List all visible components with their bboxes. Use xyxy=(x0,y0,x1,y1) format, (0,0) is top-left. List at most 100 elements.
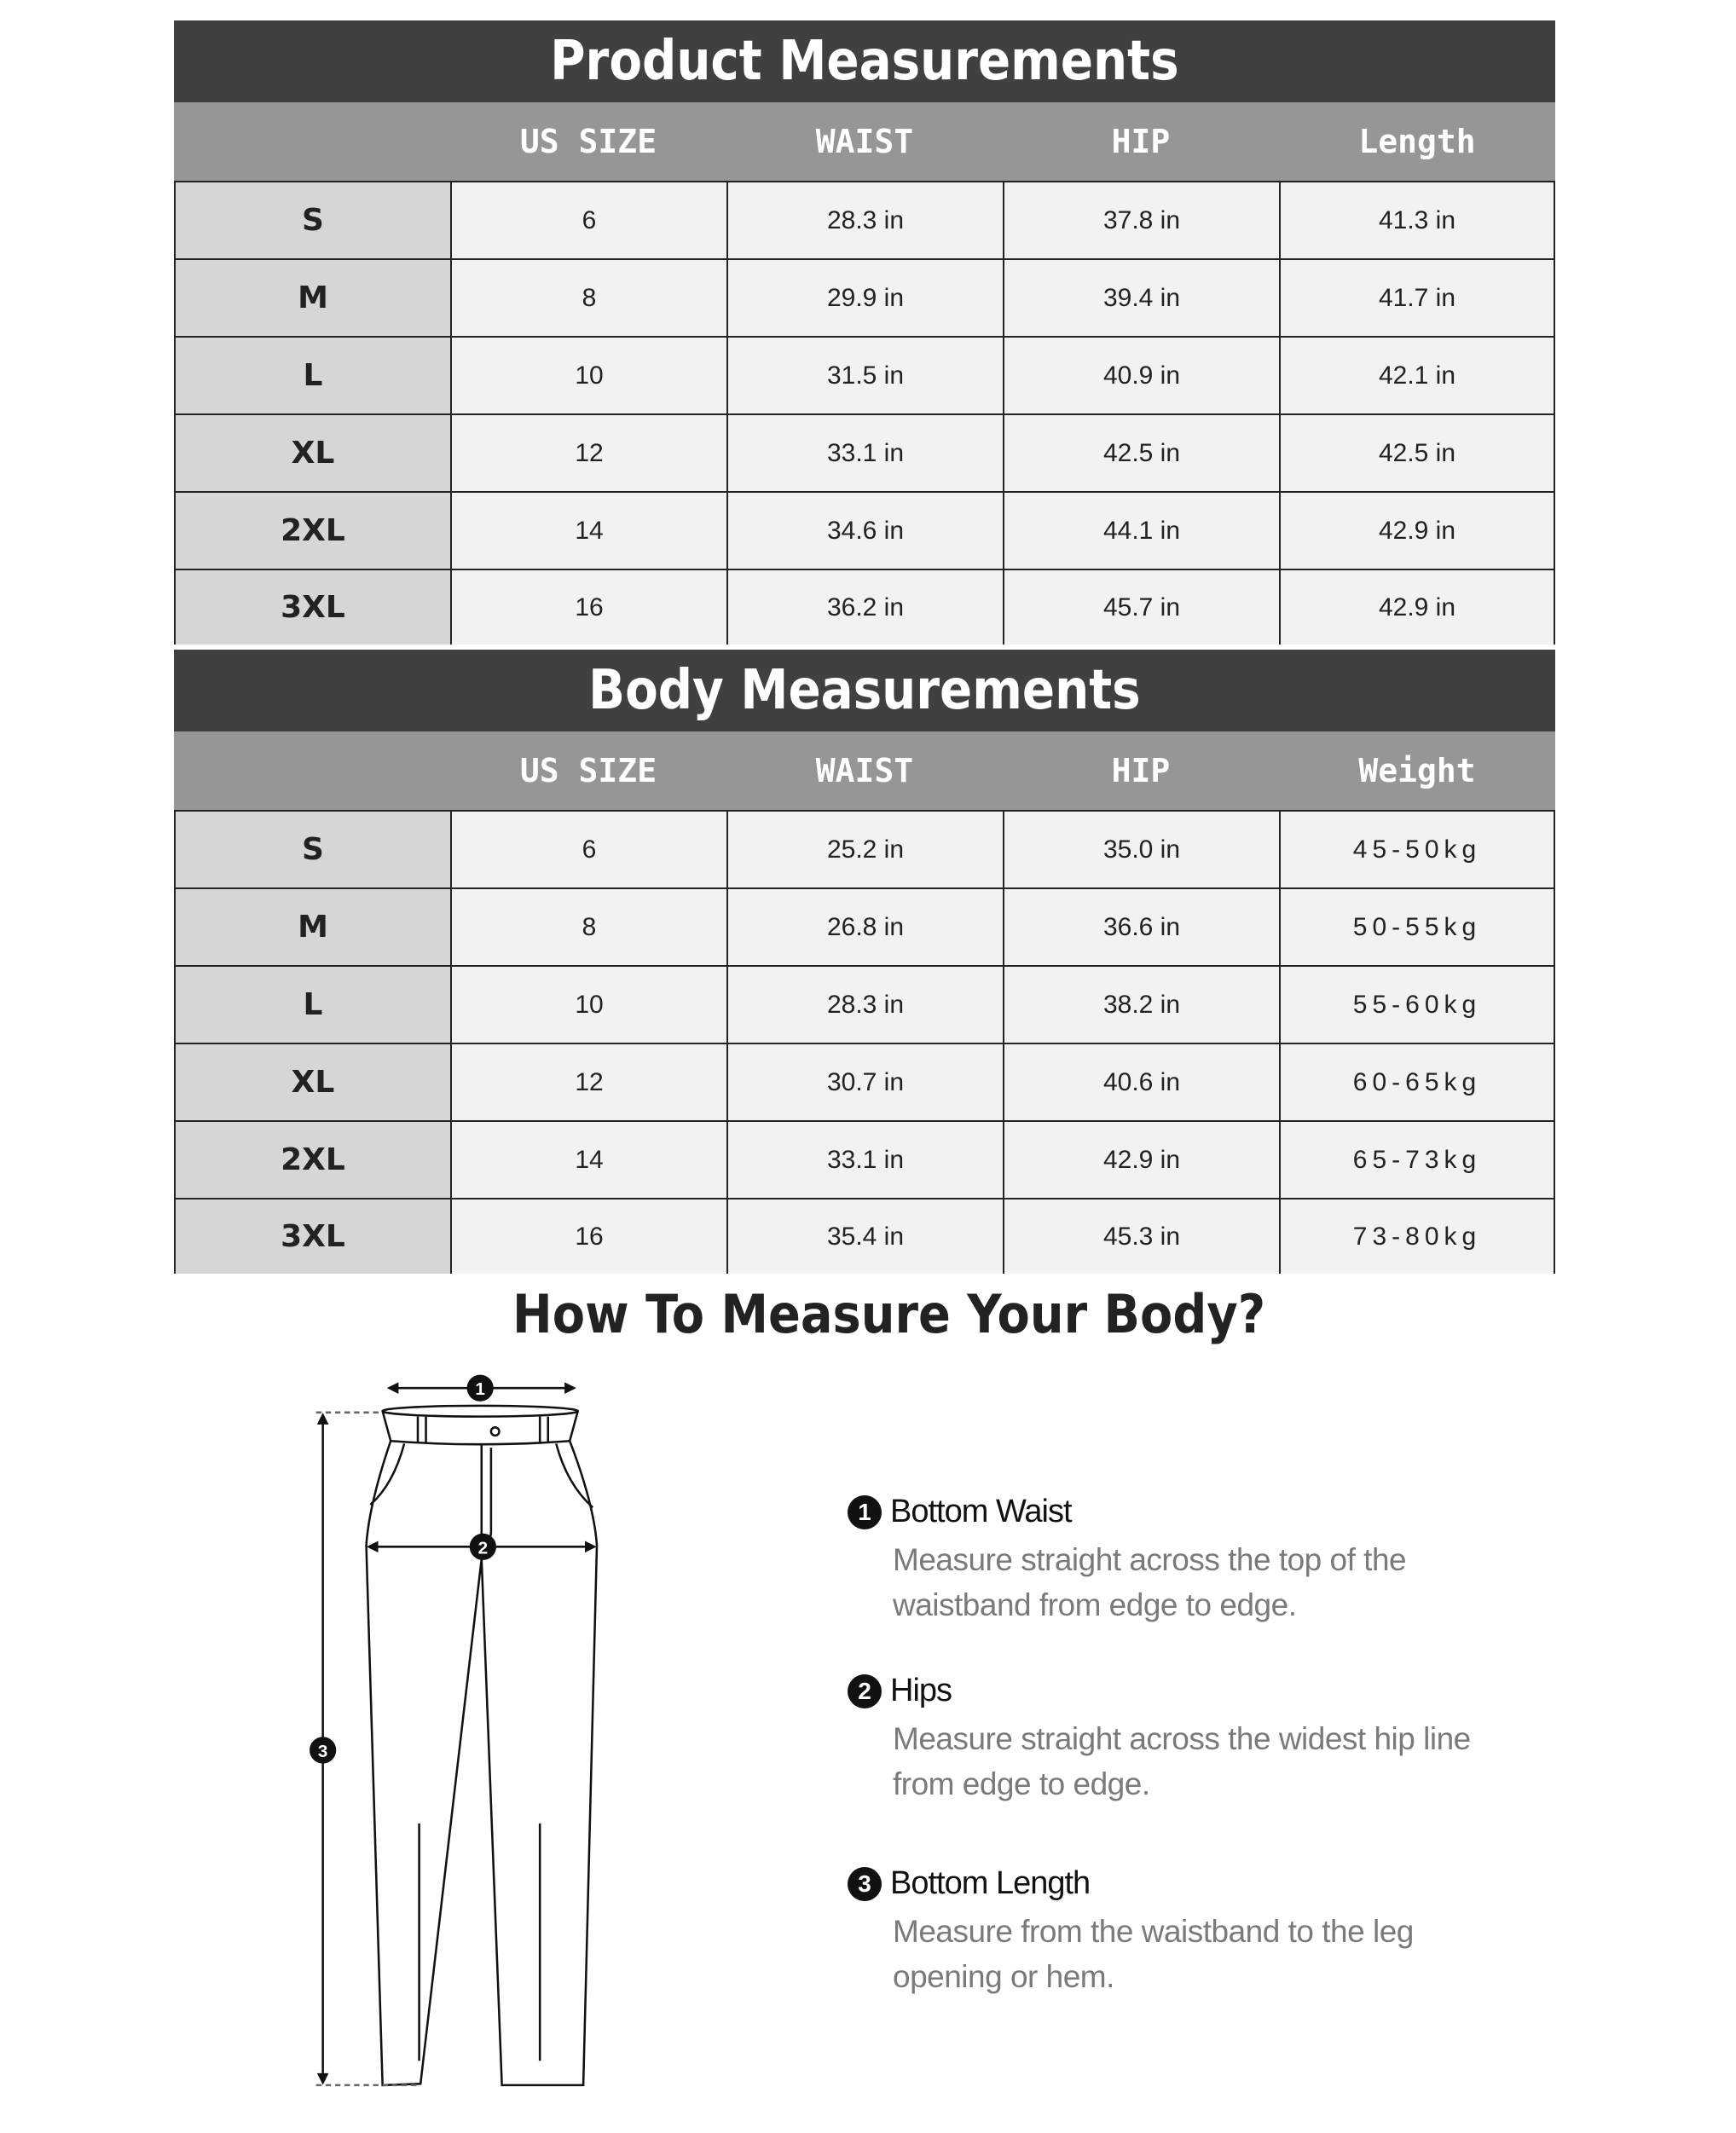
size-label-cell: 2XL xyxy=(174,493,450,569)
product-measurements-table: Product Measurements US SIZE WAIST HIP Leng… xyxy=(174,20,1555,645)
size-label-cell: 3XL xyxy=(174,570,450,645)
value-cell: 50-55kg xyxy=(1279,889,1555,965)
value-cell: 41.3 in xyxy=(1279,182,1555,258)
value-cell: 28.3 in xyxy=(726,182,1003,258)
value-cell: 39.4 in xyxy=(1003,260,1279,336)
measure-arrows xyxy=(315,1382,597,2087)
column-header: HIP xyxy=(1111,752,1171,789)
table-row: 3XL 16 36.2 in 45.7 in 42.9 in xyxy=(174,569,1555,645)
table-header: US SIZE WAIST HIP Length xyxy=(174,102,1555,181)
step-title: Bottom Waist xyxy=(890,1494,1073,1529)
table-row: S 6 28.3 in 37.8 in 41.3 in xyxy=(174,181,1555,258)
pants-outline xyxy=(365,1404,599,2087)
value-cell: 44.1 in xyxy=(1003,493,1279,569)
svg-text:3: 3 xyxy=(318,1742,328,1761)
table-row: S 6 25.2 in 35.0 in 45-50kg xyxy=(174,810,1555,887)
step-desc-line: Measure straight across the widest hip l… xyxy=(893,1721,1471,1756)
step-bottom-length: 3 Bottom Length Measure from the waistban… xyxy=(848,1865,1507,1999)
value-cell: 36.6 in xyxy=(1003,889,1279,965)
value-cell: 40.6 in xyxy=(1003,1044,1279,1120)
value-cell: 40.9 in xyxy=(1003,338,1279,413)
size-label-cell: XL xyxy=(174,415,450,491)
step-hips: 2 Hips Measure straight across the widest… xyxy=(848,1673,1507,1806)
pants-diagram: 1 2 3 xyxy=(310,1374,599,2087)
value-cell: 55-60kg xyxy=(1279,967,1555,1043)
size-label-cell: L xyxy=(174,338,450,413)
value-cell: 42.9 in xyxy=(1279,570,1555,645)
value-cell: 45.7 in xyxy=(1003,570,1279,645)
value-cell: 8 xyxy=(450,889,726,965)
value-cell: 14 xyxy=(450,493,726,569)
marker-3: 3 xyxy=(310,1737,337,1764)
column-header: WAIST xyxy=(815,123,914,160)
value-cell: 60-65kg xyxy=(1279,1044,1555,1120)
product-measurements-title: Product Measurements xyxy=(174,20,1555,102)
marker-1: 1 xyxy=(466,1374,494,1402)
value-cell: 42.5 in xyxy=(1003,415,1279,491)
value-cell: 38.2 in xyxy=(1003,967,1279,1043)
value-cell: 34.6 in xyxy=(726,493,1003,569)
value-cell: 33.1 in xyxy=(726,415,1003,491)
number-2-icon: 2 xyxy=(848,1673,882,1708)
title-text: Product Measurements xyxy=(550,30,1179,93)
value-cell: 42.1 in xyxy=(1279,338,1555,413)
value-cell: 33.1 in xyxy=(726,1122,1003,1198)
value-cell: 26.8 in xyxy=(726,889,1003,965)
table-row: M 8 26.8 in 36.6 in 50-55kg xyxy=(174,887,1555,965)
column-header: HIP xyxy=(1111,123,1171,160)
value-cell: 42.9 in xyxy=(1003,1122,1279,1198)
column-header xyxy=(174,731,450,810)
value-cell: 36.2 in xyxy=(726,570,1003,645)
table-row: L 10 31.5 in 40.9 in 42.1 in xyxy=(174,336,1555,413)
value-cell: 31.5 in xyxy=(726,338,1003,413)
size-label-cell: L xyxy=(174,967,450,1043)
body-measurements-table: Body Measurements US SIZE WAIST HIP Weight … xyxy=(174,650,1555,1274)
table-row: 2XL 14 34.6 in 44.1 in 42.9 in xyxy=(174,491,1555,569)
how-to-measure-title: How To Measure Your Body? xyxy=(0,1283,1736,1345)
table-row: L 10 28.3 in 38.2 in 55-60kg xyxy=(174,965,1555,1043)
step-title: Hips xyxy=(890,1673,952,1708)
table-row: M 8 29.9 in 39.4 in 41.7 in xyxy=(174,258,1555,336)
value-cell: 30.7 in xyxy=(726,1044,1003,1120)
body-measurements-title: Body Measurements xyxy=(174,650,1555,731)
table-row: 2XL 14 33.1 in 42.9 in 65-73kg xyxy=(174,1120,1555,1198)
size-label-cell: M xyxy=(174,260,450,336)
value-cell: 42.9 in xyxy=(1279,493,1555,569)
step-desc-line: from edge to edge. xyxy=(893,1766,1150,1801)
svg-text:2: 2 xyxy=(478,1538,489,1558)
size-label-cell: S xyxy=(174,812,450,887)
value-cell: 45-50kg xyxy=(1279,812,1555,887)
step-desc-line: Measure straight across the top of the xyxy=(893,1542,1407,1577)
size-label-cell: 2XL xyxy=(174,1122,450,1198)
value-cell: 73-80kg xyxy=(1279,1199,1555,1274)
value-cell: 35.4 in xyxy=(726,1199,1003,1274)
marker-2: 2 xyxy=(469,1533,496,1560)
column-header: US SIZE xyxy=(519,752,657,789)
value-cell: 12 xyxy=(450,415,726,491)
value-cell: 42.5 in xyxy=(1279,415,1555,491)
value-cell: 6 xyxy=(450,182,726,258)
step-desc-line: opening or hem. xyxy=(893,1959,1114,1994)
size-label-cell: 3XL xyxy=(174,1199,450,1274)
number-1-icon: 1 xyxy=(848,1494,882,1529)
column-header: WAIST xyxy=(815,752,914,789)
value-cell: 6 xyxy=(450,812,726,887)
column-header: US SIZE xyxy=(519,123,657,160)
column-header xyxy=(174,102,450,181)
value-cell: 25.2 in xyxy=(726,812,1003,887)
size-label-cell: XL xyxy=(174,1044,450,1120)
value-cell: 10 xyxy=(450,967,726,1043)
table-header: US SIZE WAIST HIP Weight xyxy=(174,731,1555,810)
step-desc-line: waistband from edge to edge. xyxy=(893,1587,1297,1622)
value-cell: 45.3 in xyxy=(1003,1199,1279,1274)
step-desc-line: Measure from the waistband to the leg xyxy=(893,1914,1414,1949)
column-header: Weight xyxy=(1358,752,1476,789)
number-3-icon: 3 xyxy=(848,1866,882,1901)
value-cell: 16 xyxy=(450,570,726,645)
value-cell: 12 xyxy=(450,1044,726,1120)
value-cell: 65-73kg xyxy=(1279,1122,1555,1198)
size-label-cell: S xyxy=(174,182,450,258)
value-cell: 16 xyxy=(450,1199,726,1274)
title-text: Body Measurements xyxy=(588,659,1141,722)
value-cell: 28.3 in xyxy=(726,967,1003,1043)
